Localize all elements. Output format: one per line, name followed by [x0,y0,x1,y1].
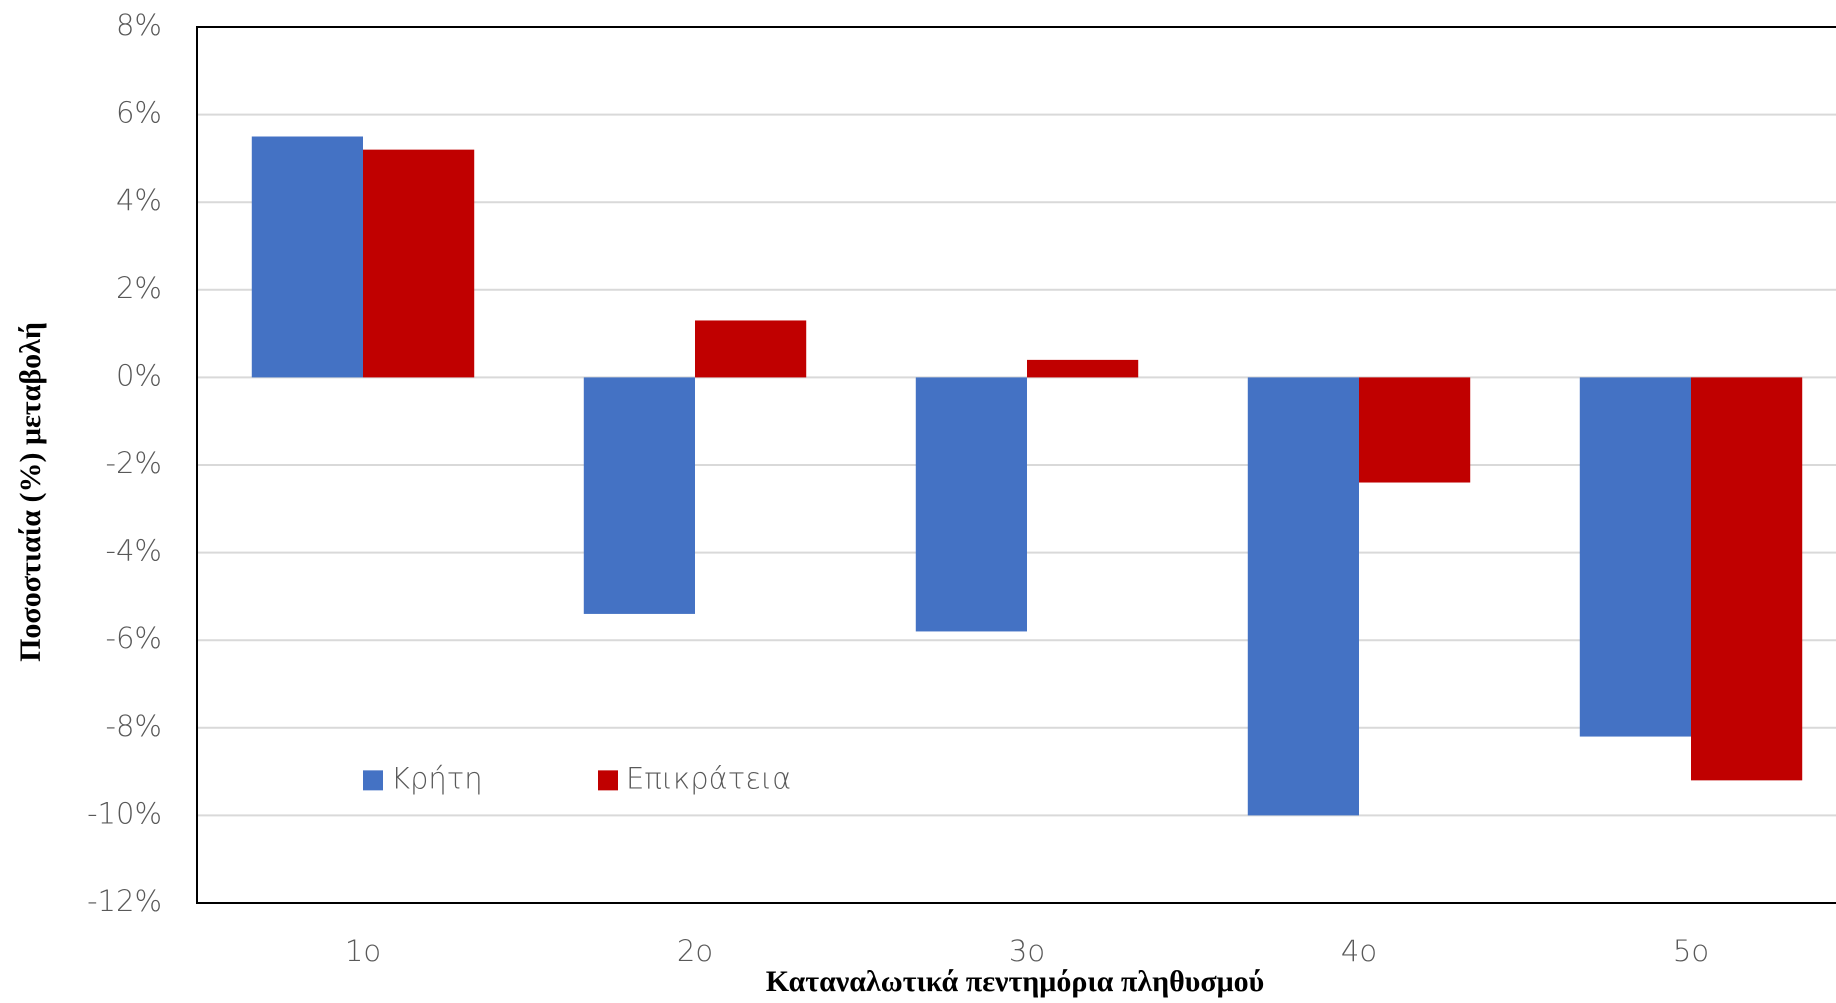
bar [1579,377,1691,737]
y-tick-label: -4% [106,534,162,568]
y-tick-label: 2% [116,271,162,305]
bar [251,136,363,378]
bar [583,377,695,614]
x-tick-label: 3ο [1009,934,1045,968]
y-tick-label: -10% [87,796,162,830]
x-tick-label: 2ο [677,934,713,968]
bar [915,377,1027,632]
legend-label: Κρήτη [391,761,483,795]
plot-frame [196,26,1836,904]
x-tick-label: 4ο [1341,934,1377,968]
y-tick-label: 4% [116,183,162,217]
x-tick-label: 5ο [1673,934,1709,968]
x-axis-title: Καταναλωτικά πεντημόρια πληθυσμού [766,965,1265,998]
y-tick-label: -8% [106,709,162,743]
y-tick-label: 0% [116,358,162,392]
y-axis-title: Ποσοστιαία (%) μεταβολή [14,322,47,662]
bar [1359,377,1471,483]
legend-swatch [598,770,618,791]
legend-swatch [363,770,383,791]
y-tick-label: 8% [116,8,162,42]
y-tick-label: -2% [106,446,162,480]
y-tick-label: -12% [87,884,162,918]
y-tick-label: 6% [116,96,162,130]
bar [1027,359,1139,378]
y-tick-label: -6% [106,621,162,655]
x-tick-label: 1ο [345,934,381,968]
bar [1691,377,1803,781]
bar [363,149,475,378]
bar [1247,377,1359,816]
bar [695,320,807,378]
legend-label: Επικράτεια [626,761,791,795]
